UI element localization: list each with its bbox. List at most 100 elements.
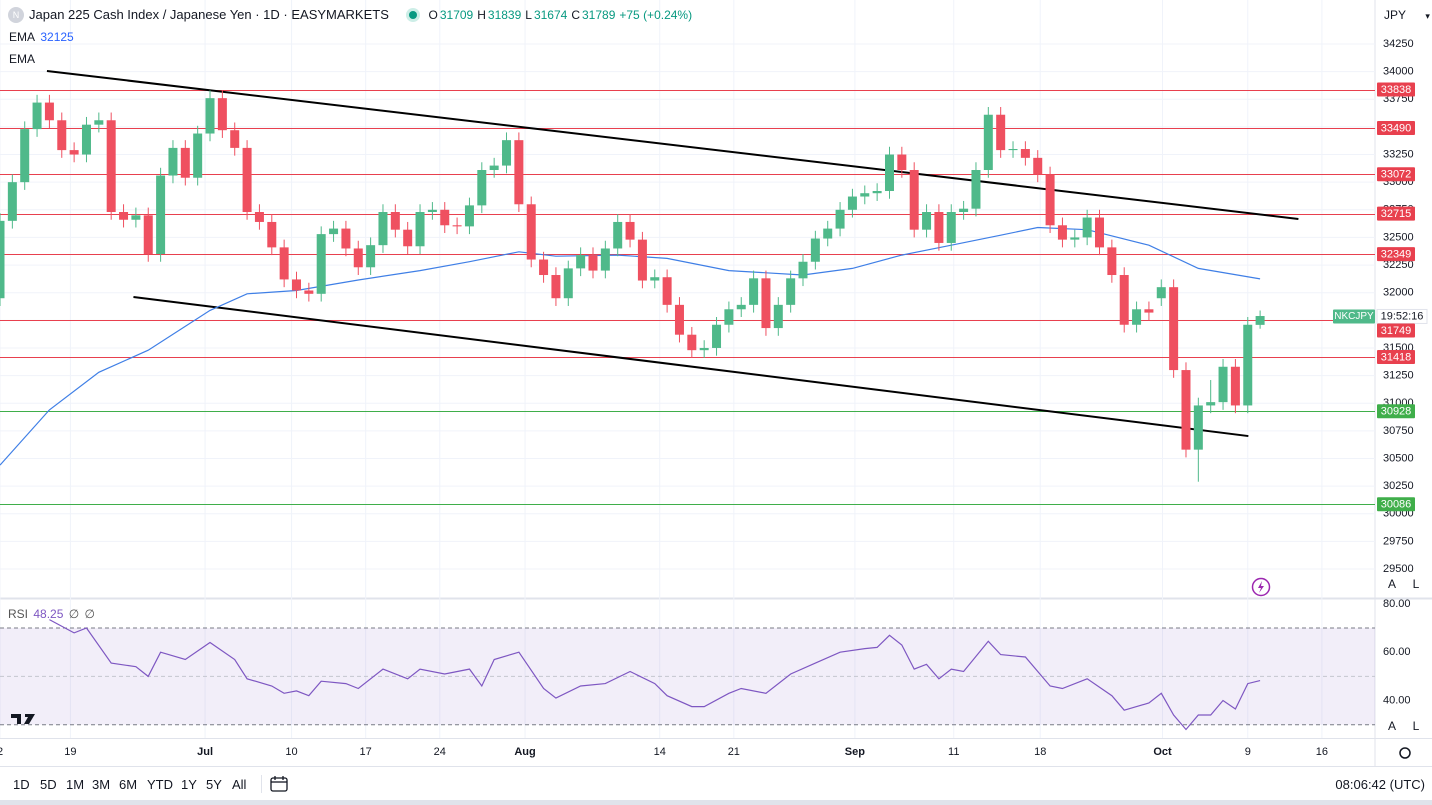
candle-body — [477, 170, 487, 206]
ohlc-value: 31674 — [533, 8, 568, 22]
candle-body — [946, 212, 956, 243]
level-label: 30928 — [1381, 406, 1412, 418]
settings-icon[interactable] — [1399, 747, 1411, 759]
candle-body — [613, 221, 623, 249]
range-button[interactable]: 3M — [92, 777, 111, 792]
candle-body — [502, 140, 512, 166]
candle-body — [291, 279, 301, 291]
scale-button[interactable] — [1383, 717, 1401, 735]
candle-body — [749, 278, 759, 305]
symbol-tag-box — [1333, 309, 1375, 324]
candle-body — [1181, 370, 1191, 450]
candle-body — [1119, 275, 1129, 325]
level-label-box — [1377, 247, 1415, 262]
ohlc-label: O — [428, 8, 438, 22]
level-label-box — [1377, 206, 1415, 221]
candle-body — [1206, 402, 1216, 406]
y-tick-label: 34000 — [1383, 66, 1414, 78]
symbol-title: Japan 225 Cash Index / Japanese Yen · 1D… — [29, 7, 389, 22]
candle-body — [699, 347, 709, 351]
ema-name: EMA — [9, 30, 36, 44]
level-label: 33838 — [1381, 84, 1412, 96]
candle-body — [897, 154, 907, 171]
ohlc-value: 31789 — [582, 8, 616, 22]
y-tick-label: 30500 — [1383, 452, 1414, 464]
y-tick-label: 30750 — [1383, 425, 1414, 437]
level-label: 32715 — [1381, 208, 1412, 220]
scale-button-label[interactable]: L — [1413, 577, 1420, 591]
candle-body — [378, 212, 388, 246]
change: +75 (+0.24%) — [619, 8, 693, 22]
candle-body — [773, 304, 783, 329]
candle-body — [1070, 237, 1080, 240]
candle-body — [1169, 287, 1179, 371]
x-tick-label: Aug — [514, 746, 535, 758]
candle-body — [786, 278, 796, 305]
currency[interactable]: JPY — [1384, 8, 1407, 22]
y-tick-label: 30250 — [1383, 480, 1414, 492]
candle-body — [884, 154, 894, 192]
candle-body — [304, 290, 314, 294]
range-button[interactable]: 1Y — [181, 777, 197, 792]
ema-line — [0, 226, 1261, 466]
candle-body — [1045, 174, 1055, 226]
range-button[interactable]: YTD — [147, 777, 173, 792]
currency-button[interactable]: JPY ▾ — [1384, 8, 1432, 22]
scale-button-label[interactable]: L — [1413, 719, 1420, 733]
scale-button-label[interactable]: A — [1388, 719, 1396, 733]
candle-body — [1230, 366, 1240, 406]
candle-body — [205, 98, 215, 134]
candle-body — [687, 334, 697, 351]
legend-row: N Japan 225 Cash Index / Japanese Yen · 1… — [8, 7, 696, 23]
candle-body — [279, 247, 289, 280]
candle-body — [674, 304, 684, 335]
symbol-tag: NKCJPY — [1334, 311, 1374, 322]
date-range-icon[interactable] — [268, 774, 290, 794]
candle-body — [835, 209, 845, 229]
level-label: 31749 — [1381, 325, 1412, 337]
bottom-edge — [0, 800, 1432, 805]
level-label-box — [1377, 404, 1415, 419]
range-button[interactable]: All — [232, 777, 247, 792]
candle-body — [1132, 309, 1142, 325]
candle-body — [168, 147, 178, 176]
x-tick-label: 19 — [64, 746, 76, 758]
candle-body — [996, 114, 1006, 151]
range-button[interactable]: 5Y — [206, 777, 222, 792]
scale-button[interactable] — [1407, 717, 1425, 735]
level-label: 32349 — [1381, 249, 1412, 261]
range-button[interactable]: 1D — [13, 777, 30, 792]
x-tick-label: 18 — [1034, 746, 1046, 758]
candle-body — [588, 255, 598, 271]
scale-button[interactable] — [1383, 575, 1401, 593]
candle-body — [193, 133, 203, 178]
scale-button[interactable] — [1407, 575, 1425, 593]
candle-body — [427, 209, 437, 213]
x-tick-label: 11 — [948, 746, 959, 758]
candle-body — [563, 268, 573, 299]
level-label: 31418 — [1381, 351, 1412, 363]
rsi-line — [49, 619, 1261, 731]
range-button[interactable]: 1M — [66, 777, 85, 792]
candle-body — [20, 129, 30, 183]
y-tick-label: 32250 — [1383, 259, 1414, 271]
x-tick-label: 9 — [1245, 746, 1251, 758]
candle-body — [353, 248, 363, 268]
candle-body — [242, 147, 252, 213]
range-button[interactable]: 6M — [119, 777, 138, 792]
candle-body — [526, 204, 536, 260]
candle-body — [7, 182, 17, 221]
candle-body — [761, 278, 771, 329]
rsi-name: RSI — [8, 607, 29, 621]
candle-body — [637, 239, 647, 281]
candle-body — [798, 261, 808, 279]
candle-body — [81, 124, 91, 155]
scale-button-label[interactable]: A — [1388, 577, 1396, 591]
candle-body — [131, 215, 141, 220]
range-button[interactable]: 5D — [40, 777, 57, 792]
candle-body — [341, 228, 351, 249]
ohlc-label: L — [525, 8, 532, 22]
candle-body — [712, 324, 722, 348]
caret[interactable]: ▾ — [1425, 11, 1430, 21]
